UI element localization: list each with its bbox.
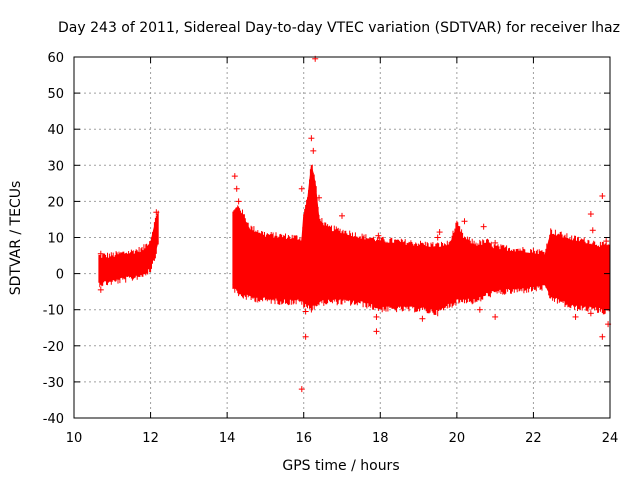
data-point-14 [312, 297, 319, 304]
y-axis-label: SDTVAR / TECUs [8, 181, 24, 296]
data-point-9 [302, 308, 309, 315]
x-axis-label: GPS time / hours [282, 458, 399, 474]
data-point-8 [298, 386, 305, 393]
chart-title: Day 243 of 2011, Sidereal Day-to-day VTE… [58, 20, 620, 36]
data-spikes-upper-segment-2 [232, 164, 611, 256]
y-tick-label: 50 [47, 87, 64, 102]
data-point-21 [434, 234, 441, 241]
data-point-16 [339, 212, 345, 219]
x-tick-label: 12 [142, 431, 159, 446]
y-tick-label: -20 [43, 340, 64, 355]
data-spikes-lower-segment-2 [232, 284, 611, 317]
data-point-32 [587, 310, 594, 317]
y-tick-label: -40 [43, 412, 64, 427]
data-spikes-lower-segment-1 [98, 241, 159, 288]
data-point-10 [302, 333, 309, 340]
data-point-17 [373, 313, 380, 320]
data-point-2 [97, 286, 104, 293]
data-point-18 [373, 328, 380, 335]
data-point-1 [97, 250, 104, 257]
y-tick-label: 20 [47, 195, 64, 210]
data-point-24 [476, 306, 483, 313]
data-point-5 [233, 185, 240, 192]
y-tick-label: 40 [47, 123, 64, 138]
data-point-28 [549, 234, 556, 241]
y-tick-label: 10 [47, 232, 64, 247]
data-point-7 [298, 185, 305, 192]
x-tick-label: 22 [525, 431, 542, 446]
data-point-30 [587, 211, 594, 218]
data-point-29 [572, 313, 579, 320]
x-tick-label: 18 [372, 431, 389, 446]
x-tick-label: 14 [219, 431, 236, 446]
data-point-11 [308, 135, 315, 142]
y-tick-label: 30 [47, 159, 64, 174]
data-point-23 [461, 218, 468, 225]
plot-data [97, 55, 612, 393]
data-point-25 [480, 223, 487, 230]
data-point-20 [419, 315, 426, 322]
y-tick-label: -10 [43, 304, 64, 319]
data-point-34 [599, 333, 606, 340]
data-point-26 [492, 313, 499, 320]
data-point-27 [492, 239, 499, 246]
data-point-4 [231, 173, 238, 180]
x-tick-label: 10 [66, 431, 83, 446]
data-point-33 [599, 192, 606, 199]
data-point-22 [436, 229, 443, 236]
axis-ticks: 10 12 14 16 18 20 22 24 -40 -30 -20 -10 0 10 20 30 40 50 6… [43, 51, 619, 446]
data-point-15 [316, 194, 323, 201]
y-tick-label: -30 [43, 376, 64, 391]
x-tick-label: 16 [295, 431, 312, 446]
y-tick-label: 0 [56, 268, 64, 283]
data-point-35 [603, 238, 610, 245]
y-tick-label: 60 [47, 51, 64, 66]
data-point-31 [589, 227, 596, 234]
x-tick-label: 20 [449, 431, 466, 446]
x-tick-label: 24 [602, 431, 619, 446]
data-point-6 [235, 198, 242, 205]
data-point-3 [153, 209, 160, 216]
data-point-12 [310, 147, 317, 154]
data-point-19 [375, 232, 382, 239]
data-spikes-upper-segment-1 [98, 210, 159, 260]
